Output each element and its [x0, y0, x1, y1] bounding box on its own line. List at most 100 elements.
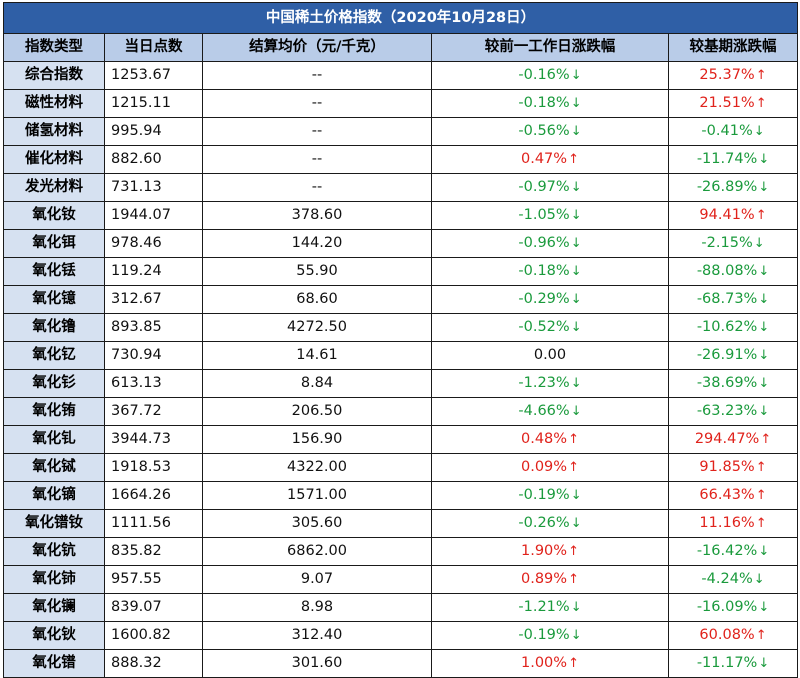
avg-price-cell: 144.20	[202, 228, 432, 258]
points-cell: 1111.56	[104, 508, 203, 538]
daily-change-cell-value: -1.23%	[518, 374, 570, 391]
daily-change-cell-value: -0.16%	[518, 66, 570, 83]
arrow-up-icon: ↑	[755, 459, 767, 475]
index-type-cell: 催化材料	[3, 144, 105, 174]
index-type-cell: 储氢材料	[3, 116, 105, 146]
table-row: 氧化镝 1664.26 1571.00 -0.19%↓ 66.43%↑	[3, 480, 799, 510]
daily-change-cell: -0.18%↓	[431, 256, 669, 286]
base-change-cell-value: -4.24%	[701, 570, 753, 587]
title-row: 中国稀土价格指数（2020年10月28日）	[2, 2, 799, 34]
points-cell: 995.94	[104, 116, 203, 146]
arrow-down-icon: ↓	[570, 179, 582, 195]
points-cell: 3944.73	[104, 424, 203, 454]
arrow-down-icon: ↓	[570, 319, 582, 335]
arrow-down-icon: ↓	[570, 291, 582, 307]
table-row: 磁性材料 1215.11 -- -0.18%↓ 21.51%↑	[3, 88, 799, 118]
index-type-cell: 氧化铥	[3, 256, 105, 286]
points-cell: 978.46	[104, 228, 203, 258]
arrow-up-icon: ↑	[755, 487, 767, 503]
base-change-cell-value: 294.47%	[694, 430, 760, 447]
daily-change-cell: -1.21%↓	[431, 592, 669, 622]
base-change-cell-value: -38.69%	[696, 374, 758, 391]
avg-price-cell: --	[202, 60, 432, 90]
daily-change-cell-value: 1.00%	[521, 654, 568, 671]
base-change-cell-value: -11.74%	[696, 150, 758, 167]
index-type-cell: 氧化镥	[3, 312, 105, 342]
points-cell: 882.60	[104, 144, 203, 174]
header-avg-price: 结算均价（元/千克）	[202, 33, 432, 62]
avg-price-cell: --	[202, 116, 432, 146]
base-change-cell: 60.08%↑	[667, 620, 799, 650]
avg-price-cell: 206.50	[202, 396, 432, 426]
index-type-cell: 氧化铈	[3, 564, 105, 594]
table-row: 氧化镱 312.67 68.60 -0.29%↓ -68.73%↓	[3, 284, 799, 314]
base-change-cell: -26.91%↓	[667, 340, 799, 370]
daily-change-cell-value: -1.05%	[518, 206, 570, 223]
daily-change-cell: -1.23%↓	[431, 368, 669, 398]
base-change-cell-value: -2.15%	[701, 234, 753, 251]
points-cell: 1253.67	[104, 60, 203, 90]
base-change-cell: 294.47%↑	[667, 424, 799, 454]
daily-change-cell: -0.19%↓	[431, 620, 669, 650]
arrow-up-icon: ↑	[755, 515, 767, 531]
arrow-down-icon: ↓	[570, 403, 582, 419]
points-cell: 835.82	[104, 536, 203, 566]
index-type-cell: 氧化镝	[3, 480, 105, 510]
index-type-cell: 磁性材料	[3, 88, 105, 118]
arrow-down-icon: ↓	[570, 67, 582, 83]
base-change-cell: 21.51%↑	[667, 88, 799, 118]
daily-change-cell-value: 0.09%	[521, 458, 568, 475]
base-change-cell: -88.08%↓	[667, 256, 799, 286]
base-change-cell-value: 91.85%	[699, 458, 755, 475]
index-type-cell: 氧化镨钕	[3, 508, 105, 538]
base-change-cell-value: -0.41%	[701, 122, 753, 139]
daily-change-cell-value: -0.29%	[518, 290, 570, 307]
arrow-down-icon: ↓	[753, 571, 765, 587]
daily-change-cell: 0.09%↑	[431, 452, 669, 482]
points-cell: 731.13	[104, 172, 203, 202]
base-change-cell: -26.89%↓	[667, 172, 799, 202]
table-row: 氧化镥 893.85 4272.50 -0.52%↓ -10.62%↓	[3, 312, 799, 342]
base-change-cell-value: 25.37%	[699, 66, 755, 83]
base-change-cell-value: 66.43%	[699, 486, 755, 503]
table-row: 氧化钐 613.13 8.84 -1.23%↓ -38.69%↓	[3, 368, 799, 398]
arrow-down-icon: ↓	[753, 123, 765, 139]
table-row: 氧化钬 1600.82 312.40 -0.19%↓ 60.08%↑	[3, 620, 799, 650]
base-change-cell: -63.23%↓	[667, 396, 799, 426]
base-change-cell: -68.73%↓	[667, 284, 799, 314]
arrow-down-icon: ↓	[758, 655, 770, 671]
arrow-up-icon: ↑	[755, 627, 767, 643]
daily-change-cell-value: -0.19%	[518, 626, 570, 643]
index-type-cell: 氧化镧	[3, 592, 105, 622]
header-points: 当日点数	[104, 33, 203, 62]
base-change-cell-value: -63.23%	[696, 402, 758, 419]
base-change-cell: 91.85%↑	[667, 452, 799, 482]
header-row: 指数类型 当日点数 结算均价（元/千克） 较前一工作日涨跌幅 较基期涨跌幅	[3, 33, 799, 62]
arrow-down-icon: ↓	[758, 599, 770, 615]
points-cell: 1664.26	[104, 480, 203, 510]
base-change-cell: 25.37%↑	[667, 60, 799, 90]
table-row: 氧化铽 1918.53 4322.00 0.09%↑ 91.85%↑	[3, 452, 799, 482]
arrow-down-icon: ↓	[570, 263, 582, 279]
points-cell: 367.72	[104, 396, 203, 426]
header-daily-change: 较前一工作日涨跌幅	[431, 33, 669, 62]
table-title: 中国稀土价格指数（2020年10月28日）	[2, 2, 799, 34]
daily-change-cell: -0.18%↓	[431, 88, 669, 118]
table-row: 综合指数 1253.67 -- -0.16%↓ 25.37%↑	[3, 60, 799, 90]
avg-price-cell: 4322.00	[202, 452, 432, 482]
daily-change-cell: -0.52%↓	[431, 312, 669, 342]
index-type-cell: 氧化钇	[3, 340, 105, 370]
arrow-up-icon: ↑	[755, 67, 767, 83]
index-type-cell: 氧化铽	[3, 452, 105, 482]
avg-price-cell: 8.98	[202, 592, 432, 622]
table-row: 氧化铈 957.55 9.07 0.89%↑ -4.24%↓	[3, 564, 799, 594]
avg-price-cell: 378.60	[202, 200, 432, 230]
daily-change-cell-value: 0.89%	[521, 570, 568, 587]
index-type-cell: 氧化铒	[3, 228, 105, 258]
arrow-up-icon: ↑	[568, 543, 579, 559]
arrow-up-icon: ↑	[568, 655, 579, 671]
table-row: 氧化镨钕 1111.56 305.60 -0.26%↓ 11.16%↑	[3, 508, 799, 538]
arrow-down-icon: ↓	[758, 347, 770, 363]
